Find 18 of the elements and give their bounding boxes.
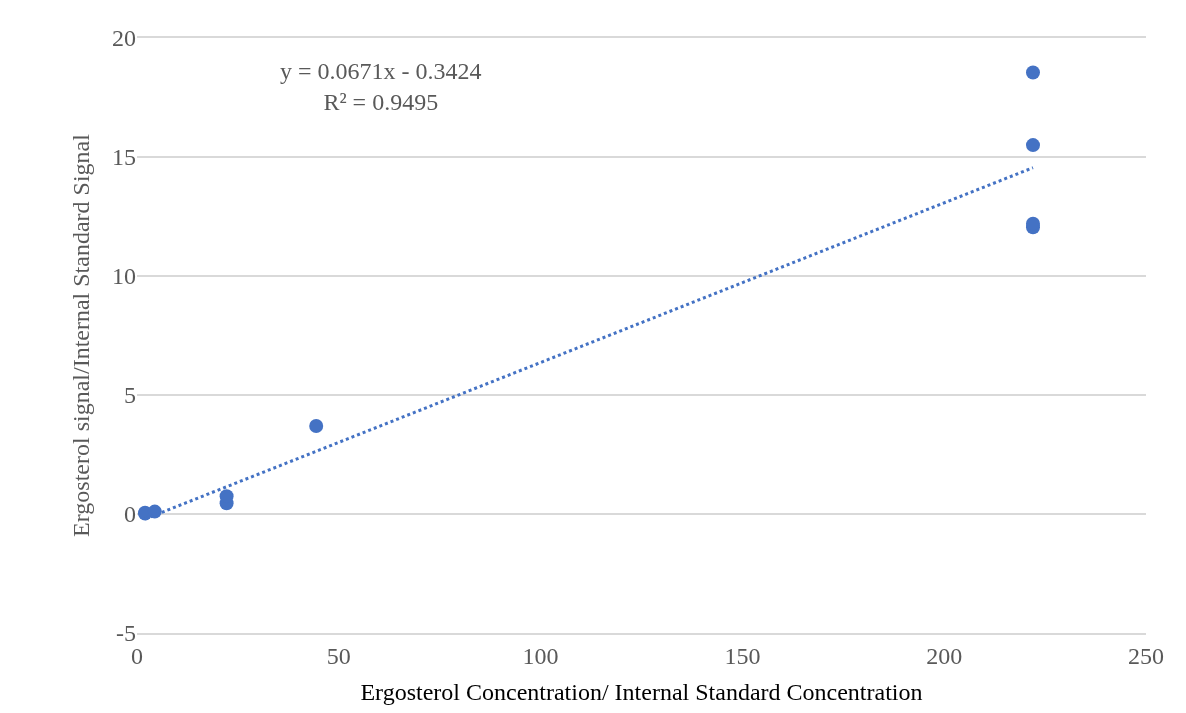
x-tick-label: 50 [326,642,351,669]
y-tick-label: 10 [112,263,136,290]
x-tick-label: 150 [724,642,761,669]
point [309,418,324,433]
x-tick-label: 250 [1128,642,1164,669]
point [1026,65,1040,80]
point [1026,138,1040,153]
y-tick-label: -5 [116,620,136,647]
x-tick-label: 200 [926,642,963,669]
x-axis-title: Ergosterol Concentration/ Internal Standard Concentration [360,678,923,705]
y-axis-title: Ergosterol signal/Internal Standard Signal [68,133,95,537]
y-tick-label: 20 [112,25,136,52]
annotation: R² = 0.9495 [323,89,439,116]
annotation: y = 0.0671x - 0.3424 [280,58,482,84]
y-tick-label: 15 [112,144,136,171]
y-tick-label: 5 [124,382,136,409]
x-tick-label: 100 [522,642,559,669]
y-tick-label: 0 [124,501,136,528]
